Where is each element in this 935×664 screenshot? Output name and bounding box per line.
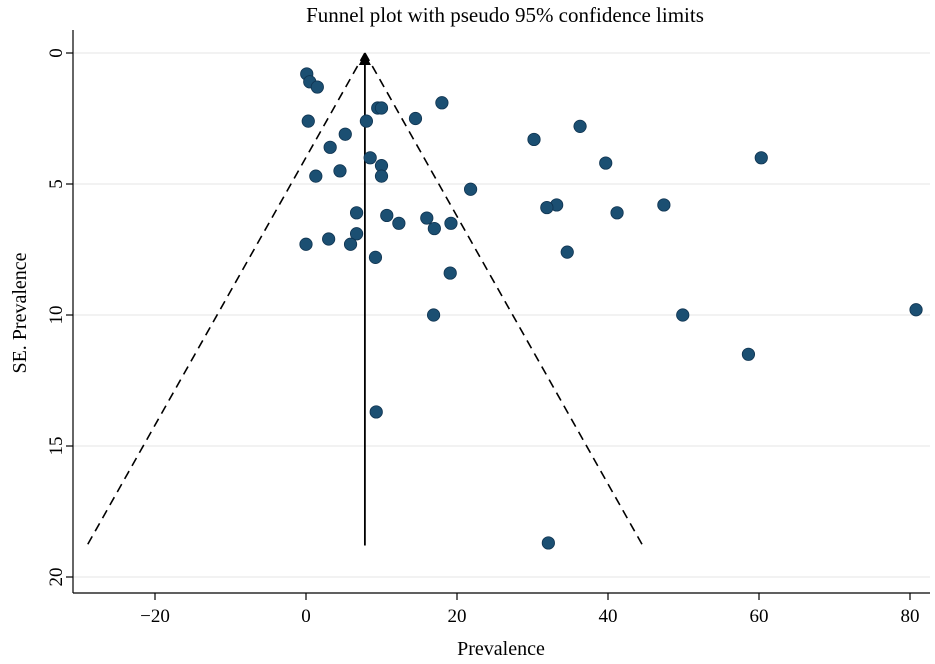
x-tick-label: 80 [901, 606, 920, 627]
data-point-37 [443, 266, 457, 280]
data-point-19 [374, 169, 389, 183]
data-point-6 [301, 114, 315, 128]
data-point-17 [333, 164, 347, 178]
data-point-29 [444, 216, 458, 230]
y-tick-label: 15 [46, 437, 67, 456]
x-tick-label: −20 [140, 606, 170, 627]
x-tick-label: 0 [301, 606, 311, 627]
data-point-32 [322, 232, 336, 246]
data-point-36 [368, 250, 383, 264]
data-point-41 [741, 347, 756, 361]
y-tick-label: 0 [46, 48, 67, 58]
data-point-7 [359, 114, 373, 128]
data-point-26 [380, 208, 394, 223]
data-point-18 [309, 169, 323, 183]
data-point-38 [426, 308, 441, 322]
y-tick-label: 20 [46, 568, 67, 587]
data-point-12 [323, 140, 337, 154]
data-point-5 [374, 101, 389, 115]
data-point-2 [310, 80, 324, 94]
data-point-3 [435, 96, 449, 110]
data-point-31 [349, 227, 364, 241]
y-tick-label: 5 [46, 179, 67, 189]
x-tick-label: 20 [448, 606, 467, 627]
x-axis-label: Prevalence [457, 638, 545, 660]
data-points [299, 67, 923, 550]
data-point-30 [427, 221, 441, 236]
ci-left-limit-line [86, 52, 366, 546]
x-axis-ticks: −20 0 20 40 60 80 [140, 593, 920, 627]
data-point-42 [369, 405, 383, 419]
data-point-11 [527, 132, 541, 147]
data-point-28 [392, 216, 406, 230]
data-point-34 [343, 237, 358, 251]
y-axis-label: SE. Prevalence [9, 252, 31, 373]
data-point-13 [363, 151, 377, 165]
chart-title: Funnel plot with pseudo 95% confidence l… [306, 3, 704, 27]
data-point-16 [754, 151, 768, 165]
data-point-43 [541, 536, 555, 550]
data-point-22 [540, 200, 554, 215]
data-point-33 [299, 237, 313, 251]
data-point-9 [573, 119, 587, 133]
confidence-funnel [86, 52, 644, 546]
gridlines [73, 52, 930, 578]
data-point-8 [408, 111, 423, 126]
ci-right-limit-line [364, 52, 644, 546]
x-tick-label: 60 [750, 606, 769, 627]
data-point-10 [338, 127, 352, 141]
data-point-40 [909, 303, 923, 317]
data-point-23 [657, 198, 671, 212]
y-tick-label: 10 [46, 306, 67, 325]
data-point-25 [349, 206, 364, 220]
data-point-27 [420, 211, 434, 225]
data-point-20 [463, 182, 478, 196]
data-point-15 [599, 156, 613, 170]
y-axis-ticks: 0 5 10 15 20 [46, 48, 73, 587]
data-point-24 [610, 206, 624, 220]
data-point-35 [560, 245, 574, 259]
pooled-estimate-arrowhead [358, 53, 371, 65]
data-point-39 [676, 308, 690, 322]
x-tick-label: 40 [599, 606, 618, 627]
